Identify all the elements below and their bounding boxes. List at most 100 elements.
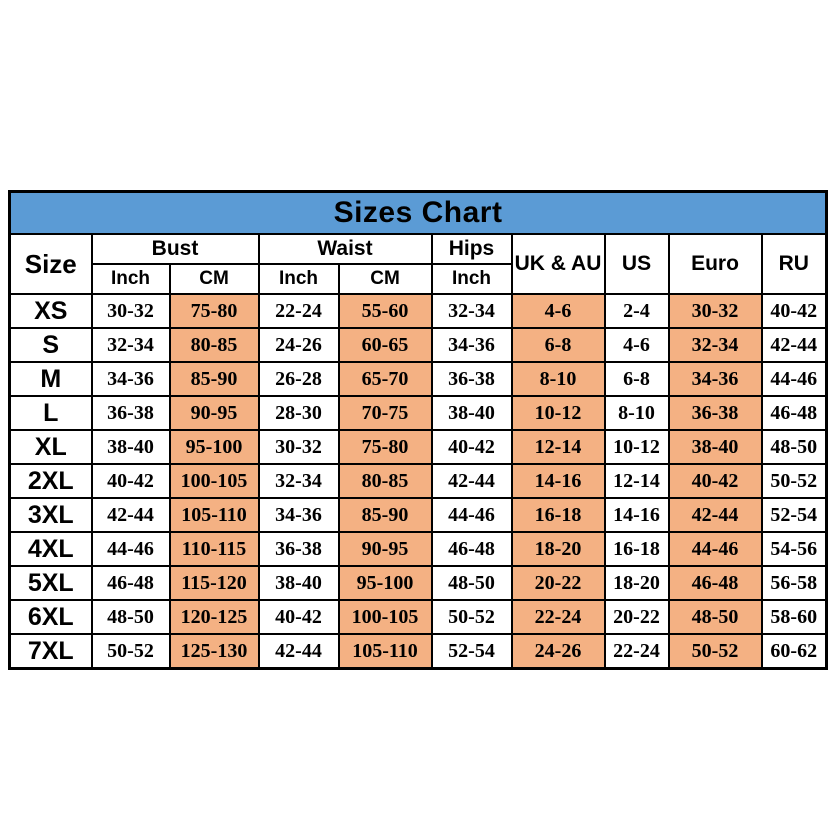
cell-bust-inch: 44-46 xyxy=(90,531,171,567)
cell-hips-inch: 42-44 xyxy=(430,463,513,499)
cell-waist-cm: 70-75 xyxy=(337,395,433,431)
cell-waist-inch: 22-24 xyxy=(257,293,340,329)
cell-waist-cm: 60-65 xyxy=(337,327,433,363)
cell-uk-au: 22-24 xyxy=(510,599,606,635)
header-ru: RU xyxy=(760,233,828,295)
cell-uk-au: 14-16 xyxy=(510,463,606,499)
size-chart: Sizes Chart Size Bust Waist Hips UK & AU… xyxy=(8,190,829,670)
table-row: L 36-38 90-95 28-30 70-75 38-40 10-12 8-… xyxy=(8,395,828,431)
cell-waist-cm: 65-70 xyxy=(337,361,433,397)
cell-bust-cm: 75-80 xyxy=(168,293,260,329)
header-waist-inch: Inch xyxy=(257,263,340,295)
cell-bust-cm: 80-85 xyxy=(168,327,260,363)
table-row: 5XL 46-48 115-120 38-40 95-100 48-50 20-… xyxy=(8,565,828,601)
cell-us: 6-8 xyxy=(603,361,670,397)
table-row: 6XL 48-50 120-125 40-42 100-105 50-52 22… xyxy=(8,599,828,635)
cell-euro: 44-46 xyxy=(667,531,763,567)
row-size-label: XL xyxy=(8,429,93,465)
cell-uk-au: 16-18 xyxy=(510,497,606,533)
cell-waist-inch: 42-44 xyxy=(257,633,340,670)
cell-waist-inch: 28-30 xyxy=(257,395,340,431)
cell-hips-inch: 48-50 xyxy=(430,565,513,601)
cell-us: 22-24 xyxy=(603,633,670,670)
table-row: 4XL 44-46 110-115 36-38 90-95 46-48 18-2… xyxy=(8,531,828,567)
cell-bust-inch: 34-36 xyxy=(90,361,171,397)
cell-uk-au: 8-10 xyxy=(510,361,606,397)
cell-euro: 40-42 xyxy=(667,463,763,499)
size-chart-table: Sizes Chart Size Bust Waist Hips UK & AU… xyxy=(8,190,829,670)
table-row: 3XL 42-44 105-110 34-36 85-90 44-46 16-1… xyxy=(8,497,828,533)
row-size-label: 4XL xyxy=(8,531,93,567)
cell-hips-inch: 38-40 xyxy=(430,395,513,431)
header-hips: Hips xyxy=(430,233,513,265)
cell-waist-inch: 40-42 xyxy=(257,599,340,635)
header-bust: Bust xyxy=(90,233,260,265)
cell-us: 16-18 xyxy=(603,531,670,567)
cell-waist-inch: 26-28 xyxy=(257,361,340,397)
row-size-label: M xyxy=(8,361,93,397)
cell-uk-au: 20-22 xyxy=(510,565,606,601)
cell-waist-cm: 85-90 xyxy=(337,497,433,533)
cell-euro: 46-48 xyxy=(667,565,763,601)
cell-uk-au: 6-8 xyxy=(510,327,606,363)
cell-hips-inch: 52-54 xyxy=(430,633,513,670)
header-bust-cm: CM xyxy=(168,263,260,295)
table-row: M 34-36 85-90 26-28 65-70 36-38 8-10 6-8… xyxy=(8,361,828,397)
cell-hips-inch: 32-34 xyxy=(430,293,513,329)
header-waist: Waist xyxy=(257,233,433,265)
cell-bust-inch: 32-34 xyxy=(90,327,171,363)
cell-euro: 38-40 xyxy=(667,429,763,465)
cell-waist-inch: 24-26 xyxy=(257,327,340,363)
cell-waist-cm: 90-95 xyxy=(337,531,433,567)
cell-waist-cm: 95-100 xyxy=(337,565,433,601)
row-size-label: 5XL xyxy=(8,565,93,601)
cell-hips-inch: 34-36 xyxy=(430,327,513,363)
header-waist-cm: CM xyxy=(337,263,433,295)
cell-bust-inch: 50-52 xyxy=(90,633,171,670)
page-title: Sizes Chart xyxy=(8,190,828,235)
title-row: Sizes Chart xyxy=(8,190,828,235)
cell-bust-cm: 85-90 xyxy=(168,361,260,397)
cell-hips-inch: 44-46 xyxy=(430,497,513,533)
cell-ru: 58-60 xyxy=(760,599,828,635)
cell-euro: 30-32 xyxy=(667,293,763,329)
cell-waist-cm: 80-85 xyxy=(337,463,433,499)
cell-bust-cm: 95-100 xyxy=(168,429,260,465)
header-us: US xyxy=(603,233,670,295)
cell-bust-cm: 110-115 xyxy=(168,531,260,567)
cell-uk-au: 12-14 xyxy=(510,429,606,465)
cell-ru: 52-54 xyxy=(760,497,828,533)
cell-hips-inch: 40-42 xyxy=(430,429,513,465)
cell-bust-cm: 115-120 xyxy=(168,565,260,601)
cell-waist-cm: 105-110 xyxy=(337,633,433,670)
table-row: XL 38-40 95-100 30-32 75-80 40-42 12-14 … xyxy=(8,429,828,465)
cell-bust-inch: 38-40 xyxy=(90,429,171,465)
cell-bust-inch: 36-38 xyxy=(90,395,171,431)
cell-hips-inch: 46-48 xyxy=(430,531,513,567)
cell-us: 2-4 xyxy=(603,293,670,329)
cell-bust-cm: 90-95 xyxy=(168,395,260,431)
cell-euro: 34-36 xyxy=(667,361,763,397)
row-size-label: 6XL xyxy=(8,599,93,635)
row-size-label: 3XL xyxy=(8,497,93,533)
cell-us: 14-16 xyxy=(603,497,670,533)
row-size-label: S xyxy=(8,327,93,363)
cell-bust-cm: 120-125 xyxy=(168,599,260,635)
row-size-label: 2XL xyxy=(8,463,93,499)
cell-waist-cm: 100-105 xyxy=(337,599,433,635)
cell-hips-inch: 36-38 xyxy=(430,361,513,397)
cell-uk-au: 24-26 xyxy=(510,633,606,670)
cell-euro: 50-52 xyxy=(667,633,763,670)
cell-waist-cm: 75-80 xyxy=(337,429,433,465)
header-row-groups: Size Bust Waist Hips UK & AU US Euro RU xyxy=(8,233,828,295)
cell-bust-cm: 100-105 xyxy=(168,463,260,499)
cell-waist-cm: 55-60 xyxy=(337,293,433,329)
cell-us: 18-20 xyxy=(603,565,670,601)
cell-us: 12-14 xyxy=(603,463,670,499)
table-row: 2XL 40-42 100-105 32-34 80-85 42-44 14-1… xyxy=(8,463,828,499)
header-euro: Euro xyxy=(667,233,763,295)
cell-waist-inch: 30-32 xyxy=(257,429,340,465)
row-size-label: L xyxy=(8,395,93,431)
cell-us: 20-22 xyxy=(603,599,670,635)
cell-ru: 60-62 xyxy=(760,633,828,670)
